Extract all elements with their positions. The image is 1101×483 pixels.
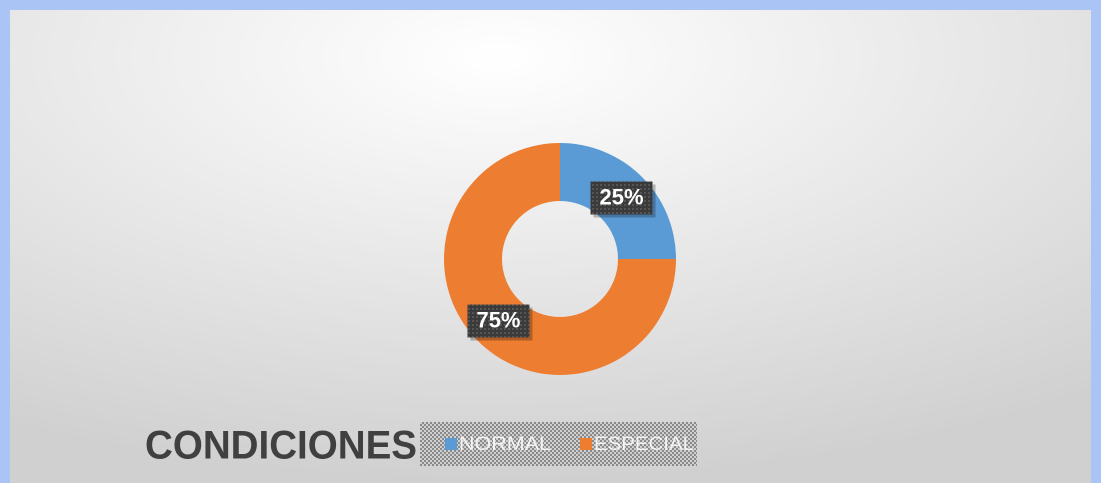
data-label: 75% xyxy=(476,307,520,332)
label-box xyxy=(590,181,653,215)
chart-title: CONDICIONES xyxy=(145,424,417,468)
legend-swatch xyxy=(580,438,592,450)
legend-label: NORMAL xyxy=(459,434,551,455)
plot-panel xyxy=(10,10,1091,483)
legend-box xyxy=(420,422,697,466)
legend-swatch xyxy=(445,438,457,450)
label-box xyxy=(467,304,530,338)
data-label: 25% xyxy=(599,184,643,209)
legend-label: ESPECIAL xyxy=(594,434,694,455)
